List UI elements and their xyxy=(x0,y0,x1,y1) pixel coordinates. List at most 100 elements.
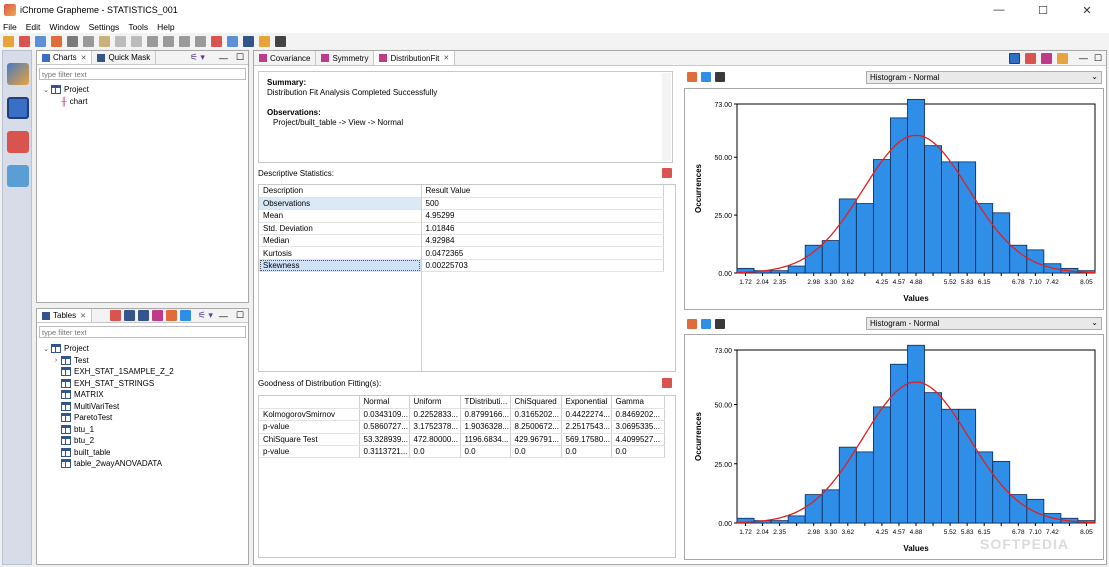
close-icon[interactable]: ✕ xyxy=(443,55,450,62)
camera-icon[interactable] xyxy=(275,35,286,47)
menu-help[interactable]: Help xyxy=(157,21,175,32)
tree-item-table[interactable]: btu_2 xyxy=(41,435,174,447)
export-chart-icon[interactable] xyxy=(662,378,672,388)
tree-item-table[interactable]: › Test xyxy=(41,355,174,367)
tab-distributionfit[interactable]: DistributionFit ✕ xyxy=(374,51,456,65)
chart-settings-icon[interactable] xyxy=(715,319,725,329)
gr-logo-icon[interactable] xyxy=(7,63,29,85)
chevron-down-icon[interactable]: ⌄ xyxy=(43,86,49,94)
maximize-view-icon[interactable]: ☐ xyxy=(235,52,244,62)
tree-item-table[interactable]: table_2wayANOVADATA xyxy=(41,458,174,470)
summary-scrollbar[interactable] xyxy=(662,73,671,161)
table-row[interactable]: Kurtosis 0.0472365 xyxy=(259,246,664,260)
chart-type-icon[interactable] xyxy=(687,72,697,82)
undo-icon[interactable] xyxy=(115,35,126,47)
menu-file[interactable]: File xyxy=(3,21,17,32)
table-filter-icon[interactable] xyxy=(151,310,163,321)
maximize-view-icon[interactable]: ☐ xyxy=(1093,52,1102,63)
minimize-view-icon[interactable]: — xyxy=(1078,53,1088,63)
chart-type-icon[interactable] xyxy=(687,319,697,329)
config-perspective-icon[interactable] xyxy=(7,165,29,187)
table-row[interactable]: p-value 0.5860727... 3.1752378... 1.9036328… xyxy=(259,420,665,434)
tree-item-project[interactable]: ⌄ Project xyxy=(41,343,174,355)
table-chart-icon[interactable] xyxy=(179,310,191,321)
tips-icon[interactable] xyxy=(259,35,270,47)
layout-icon[interactable] xyxy=(243,35,254,47)
column-header[interactable]: Exponential xyxy=(561,396,612,409)
tree-item-table[interactable]: MultiVariTest xyxy=(41,401,174,413)
chart-settings-icon[interactable] xyxy=(715,72,725,82)
tree-item-table[interactable]: built_table xyxy=(41,447,174,459)
tab-charts[interactable]: Charts ✕ xyxy=(37,51,93,64)
export-chart-icon[interactable] xyxy=(662,168,672,178)
chart-type-select[interactable]: Histogram - Normal ⌄ xyxy=(866,71,1102,84)
tree-item-table[interactable]: MATRIX xyxy=(41,389,174,401)
tab-covariance[interactable]: Covariance xyxy=(254,51,317,65)
table-row[interactable]: KolmogorovSmirnov 0.0343109... 0.2252833..… xyxy=(259,408,665,422)
menu-tools[interactable]: Tools xyxy=(128,21,149,32)
column-header[interactable]: TDistributi... xyxy=(460,396,511,409)
tree-item-project[interactable]: ⌄ Project xyxy=(41,84,89,96)
chevron-right-icon[interactable]: › xyxy=(54,356,58,364)
tab-tables[interactable]: Tables ✕ xyxy=(37,309,92,322)
menu-settings[interactable]: Settings xyxy=(88,21,120,32)
chart-type-select[interactable]: Histogram - Normal ⌄ xyxy=(866,317,1102,330)
tables-filter-input[interactable]: type filter text xyxy=(39,326,246,338)
back-icon[interactable] xyxy=(227,35,238,47)
table-row[interactable]: Observations 500 xyxy=(259,197,664,211)
new-project-icon[interactable] xyxy=(3,35,14,47)
close-icon[interactable]: ✕ xyxy=(80,312,86,320)
tree-item-table[interactable]: ParetoTest xyxy=(41,412,174,424)
open-icon[interactable] xyxy=(19,35,30,47)
chevron-down-icon[interactable]: ⌄ xyxy=(43,345,49,353)
export-icon[interactable] xyxy=(51,35,62,47)
save-all-icon[interactable] xyxy=(83,35,94,47)
close-button[interactable]: ✕ xyxy=(1082,4,1092,17)
column-header[interactable] xyxy=(259,396,360,409)
column-header[interactable]: Normal xyxy=(359,396,410,409)
column-header[interactable]: ChiSquared xyxy=(510,396,562,409)
table-row[interactable]: Median 4.92984 xyxy=(259,234,664,248)
table-export-icon[interactable] xyxy=(165,310,177,321)
close-icon[interactable]: ✕ xyxy=(80,54,87,62)
print-icon[interactable] xyxy=(99,35,110,47)
run-icon[interactable] xyxy=(211,35,222,47)
chart-data-icon[interactable] xyxy=(701,319,711,329)
statistics-perspective-icon[interactable] xyxy=(7,131,29,153)
maximize-view-icon[interactable]: ☐ xyxy=(235,310,244,320)
charts-perspective-icon[interactable] xyxy=(7,97,29,119)
tab-symmetry[interactable]: Symmetry xyxy=(316,51,375,65)
tree-item-table[interactable]: EXH_STAT_1SAMPLE_Z_2 xyxy=(41,366,174,378)
table-view-icon[interactable] xyxy=(123,310,135,321)
view-menu-icon[interactable]: ⚟ ▾ xyxy=(197,310,213,320)
table-row[interactable]: ChiSquare Test 53.328939... 472.80000... 11… xyxy=(259,433,665,447)
new-table-icon[interactable] xyxy=(109,310,121,321)
report-icon[interactable] xyxy=(1024,52,1036,64)
tree-item-chart[interactable]: ╫ chart xyxy=(41,96,89,108)
table-row[interactable]: Std. Deviation 1.01846 xyxy=(259,222,664,236)
table-edit-icon[interactable] xyxy=(137,310,149,321)
column-header[interactable]: Uniform xyxy=(409,396,461,409)
minimize-button[interactable]: — xyxy=(993,4,1005,16)
minimize-view-icon[interactable]: — xyxy=(218,310,228,321)
table-row[interactable]: Mean 4.95299 xyxy=(259,209,664,223)
maximize-button[interactable]: ☐ xyxy=(1038,4,1048,17)
layout-toggle-icon[interactable] xyxy=(1008,52,1020,64)
menu-window[interactable]: Window xyxy=(49,21,80,32)
menu-edit[interactable]: Edit xyxy=(25,21,41,32)
pdf-icon[interactable] xyxy=(1040,52,1052,64)
tree-item-table[interactable]: EXH_STAT_STRINGS xyxy=(41,378,174,390)
import-icon[interactable] xyxy=(35,35,46,47)
column-header[interactable]: Gamma xyxy=(611,396,665,409)
chart-data-icon[interactable] xyxy=(701,72,711,82)
column-header[interactable]: Result Value xyxy=(421,185,664,198)
redo-icon[interactable] xyxy=(131,35,142,47)
delete-icon[interactable] xyxy=(195,35,206,47)
view-menu-icon[interactable]: ⚟ ▾ xyxy=(189,52,205,62)
notes-icon[interactable] xyxy=(1056,52,1068,64)
table-row[interactable]: p-value 0.3113721... 0.0 0.0 0.0 0.0 0.0 xyxy=(259,445,665,459)
cut-icon[interactable] xyxy=(147,35,158,47)
copy-icon[interactable] xyxy=(163,35,174,47)
charts-filter-input[interactable]: type filter text xyxy=(39,68,246,80)
tab-quick-mask[interactable]: Quick Mask xyxy=(92,51,157,64)
